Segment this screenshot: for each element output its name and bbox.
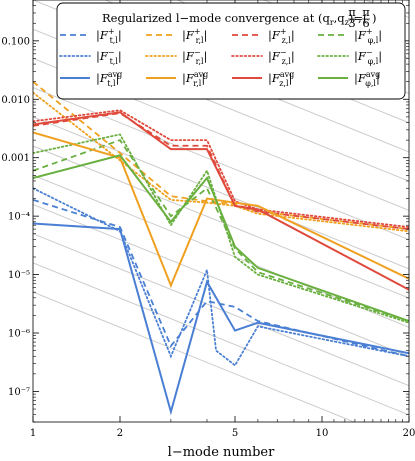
y-tick-label: 0.100 <box>1 36 30 47</box>
svg-text:3: 3 <box>348 16 355 30</box>
legend-label: |F+ r,l| <box>182 27 207 45</box>
series-line-z-dashed <box>33 112 409 231</box>
x-tick-label: 1 <box>30 428 36 439</box>
background-curve-11 <box>33 203 409 357</box>
legend-label: |F+ φ,l| <box>354 27 382 45</box>
series-line-t-dotted <box>33 187 409 367</box>
legend-entries: |F+ t,l| |F+ r,l| |F+ z,l| |F+ φ,l| |F− t,l| |F− r,… <box>59 27 382 88</box>
x-tick-label: 20 <box>403 428 415 439</box>
series-line-phi-solid <box>33 154 409 323</box>
legend-label: |Favg φ,l| <box>354 70 380 88</box>
legend-entry: |F+ r,l| <box>146 27 207 45</box>
y-tick-label: 0.010 <box>1 95 30 106</box>
legend-entry: |F− r,l| <box>145 48 207 66</box>
svg-text:π: π <box>348 5 356 19</box>
series-line-r-solid <box>33 131 409 289</box>
legend-label: |Favg z,l| <box>268 70 294 88</box>
x-tick-label: 2 <box>117 428 123 439</box>
y-tick-label: 0.001 <box>1 153 30 164</box>
legend-box <box>56 2 406 100</box>
legend-label: |Favg t,l| <box>96 70 122 88</box>
legend-label: |F− z,l| <box>268 48 295 66</box>
legend-title-fraction-2: π 6 <box>362 5 370 30</box>
legend-label: |F+ z,l| <box>268 27 295 45</box>
y-tick-label: 10⁻⁶ <box>8 329 30 340</box>
series-line-z-solid <box>33 111 409 291</box>
legend-title-comma: , <box>358 11 362 25</box>
legend-entry: |F+ φ,l| <box>318 27 382 45</box>
series-line-r-dashed <box>33 80 409 231</box>
y-tick-label: 10⁻⁵ <box>8 270 30 281</box>
legend-entry: |F− z,l| <box>231 48 295 66</box>
legend-entry: |Favg z,l| <box>232 70 294 88</box>
series-line-phi-dashed <box>33 139 409 322</box>
legend-title: Regularized l−mode convergence at (qr,qz… <box>102 11 368 27</box>
x-axis-label: l−mode number <box>168 445 275 460</box>
x-tick-label: 10 <box>316 428 329 439</box>
legend-entry: |Favg φ,l| <box>318 70 380 88</box>
background-curve-8 <box>33 116 409 270</box>
legend-entry: |F− t,l| <box>59 48 122 66</box>
legend-entry: |F+ t,l| <box>60 27 122 45</box>
series-line-t-dashed <box>33 199 409 358</box>
legend-label: |F− r,l| <box>182 48 207 66</box>
legend-entry: |F− φ,l| <box>317 48 382 66</box>
legend-label: |Favg r,l| <box>182 70 208 88</box>
svg-text:6: 6 <box>362 16 369 30</box>
axes-layer: 1 2 5 10 20 10⁻⁷ 10⁻⁶ 10⁻⁵ 10⁻⁴ 0.001 0.010 0.100 <box>1 0 415 439</box>
svg-text:π: π <box>362 5 370 19</box>
background-curve-13 <box>33 262 409 416</box>
legend-entry: |Favg t,l| <box>60 70 122 88</box>
plot-frame <box>32 0 410 423</box>
legend-entry: |F+ z,l| <box>232 27 295 45</box>
series-layer <box>33 80 409 416</box>
y-tick-label: 10⁻⁷ <box>8 387 30 398</box>
legend-title-fraction-1: π 3 <box>348 5 356 30</box>
legend-label: |F− t,l| <box>96 48 122 66</box>
series-line-phi-dotted <box>33 133 409 324</box>
x-tick-label: 5 <box>232 428 238 439</box>
background-curve-14 <box>33 291 356 422</box>
legend-entry: |Favg r,l| <box>146 70 208 88</box>
series-line-t-solid <box>33 222 409 416</box>
background-curve-12 <box>33 233 409 387</box>
legend-title-close: ) <box>372 11 377 25</box>
background-curve-9 <box>33 145 409 299</box>
legend-label: |F+ t,l| <box>96 27 122 45</box>
y-tick-label: 10⁻⁴ <box>8 212 30 223</box>
legend: Regularized l−mode convergence at (qr,qz… <box>56 2 406 100</box>
legend-label: |F− φ,l| <box>354 48 382 66</box>
